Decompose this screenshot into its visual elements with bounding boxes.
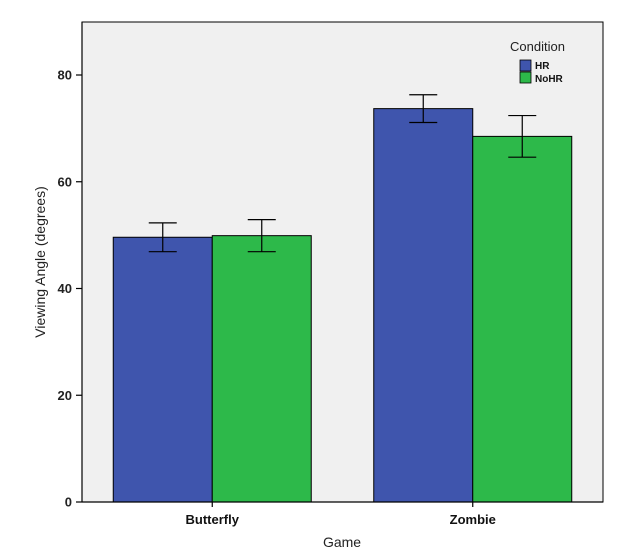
error-bars-layer [148, 94, 537, 253]
error-bar-nohr-butterfly [247, 219, 276, 253]
y-tick-label-40: 40 [58, 281, 72, 296]
y-ticks-layer: 0 20 40 60 80 [58, 68, 82, 510]
y-tick-label-0: 0 [65, 495, 72, 510]
bar-nohr-butterfly [211, 235, 312, 503]
x-tick-label-butterfly: Butterfly [186, 512, 240, 527]
bars-layer [112, 108, 573, 503]
y-tick-label-20: 20 [58, 388, 72, 403]
error-bar-nohr-zombie [508, 114, 537, 158]
y-tick-label-80: 80 [58, 68, 72, 83]
legend-title: Condition [510, 39, 565, 54]
x-tick-label-zombie: Zombie [450, 512, 496, 527]
legend: Condition HR NoHR [510, 39, 565, 85]
bar-hr-butterfly [112, 236, 213, 503]
legend-label-nohr: NoHR [535, 74, 564, 85]
bar-nohr-zombie [472, 135, 573, 503]
y-axis-title: Viewing Angle (degrees) [32, 186, 48, 338]
x-category-labels: Butterfly Zombie [186, 502, 496, 527]
y-tick-label-60: 60 [58, 174, 72, 189]
legend-swatch-nohr [519, 71, 532, 84]
legend-swatch-hr [519, 59, 532, 72]
error-bar-hr-butterfly [148, 222, 177, 253]
error-bar-hr-zombie [409, 94, 438, 124]
x-axis-title: Game [323, 534, 361, 550]
bar-hr-zombie [373, 108, 474, 503]
legend-label-hr: HR [535, 61, 550, 72]
